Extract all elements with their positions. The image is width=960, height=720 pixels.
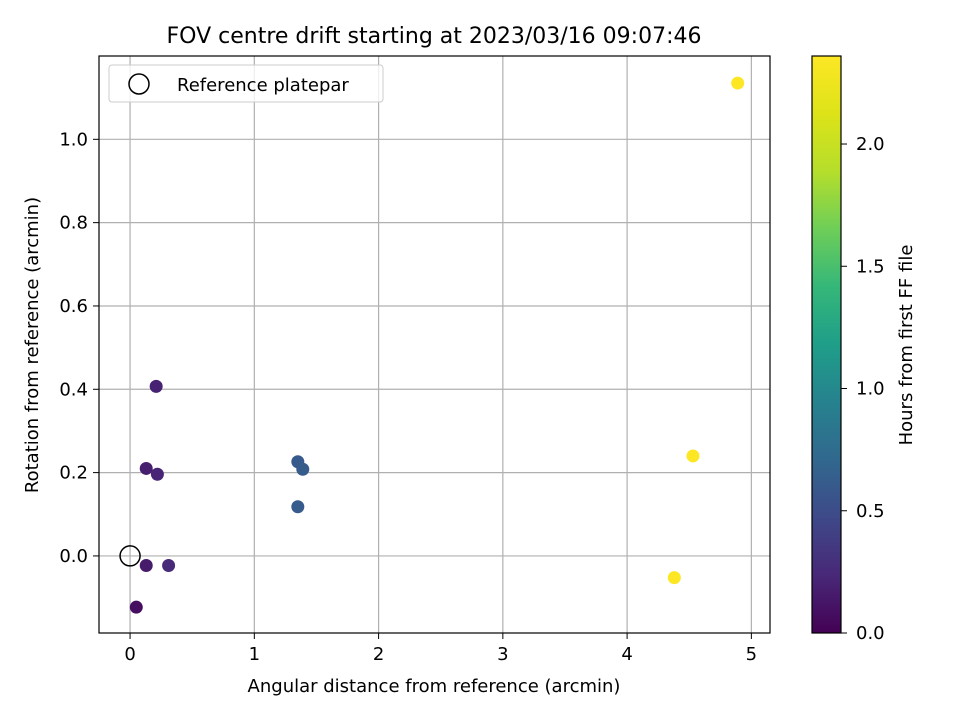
data-point xyxy=(296,462,310,476)
x-axis-ticks: 0 1 2 3 4 5 xyxy=(124,633,757,665)
data-point xyxy=(162,559,176,573)
data-point xyxy=(150,467,164,481)
data-point xyxy=(129,600,143,614)
legend-box xyxy=(108,64,384,103)
data-points xyxy=(119,76,745,614)
x-tick-label: 5 xyxy=(746,644,757,665)
colorbar-tick-label: 2.0 xyxy=(856,134,885,155)
y-tick-label: 0.2 xyxy=(59,463,88,484)
colorbar-tick-label: 0.0 xyxy=(856,623,885,644)
y-tick-label: 1.0 xyxy=(59,129,88,150)
colorbar-tick-label: 1.5 xyxy=(856,256,885,277)
x-tick-label: 1 xyxy=(249,644,260,665)
x-tick-label: 4 xyxy=(621,644,632,665)
reference-point xyxy=(119,545,141,567)
data-point xyxy=(139,461,153,475)
data-point xyxy=(686,449,700,463)
colorbar-label: Hours from first FF file xyxy=(896,245,917,446)
y-axis-ticks: 0.0 0.2 0.4 0.6 0.8 1.0 xyxy=(59,129,99,567)
colorbar: 0.0 0.5 1.0 1.5 2.0 Hours from first FF file xyxy=(811,55,917,644)
x-tick-label: 2 xyxy=(373,644,384,665)
y-tick-label: 0.0 xyxy=(59,546,88,567)
colorbar-tick-label: 0.5 xyxy=(856,501,885,522)
grid xyxy=(99,56,770,633)
colorbar-frame xyxy=(811,55,842,634)
plot-area: 0 1 2 3 4 5 0.0 0.2 0.4 0.6 0.8 1.0 xyxy=(59,55,771,665)
legend: Reference platepar xyxy=(108,64,384,103)
colorbar-gradient xyxy=(812,56,841,633)
y-tick-label: 0.6 xyxy=(59,296,88,317)
data-point xyxy=(291,500,305,514)
data-point xyxy=(149,379,163,393)
plot-frame xyxy=(98,55,771,634)
y-tick-label: 0.4 xyxy=(59,379,88,400)
x-tick-label: 3 xyxy=(497,644,508,665)
x-axis-label: Angular distance from reference (arcmin) xyxy=(248,676,621,697)
x-tick-label: 0 xyxy=(124,644,135,665)
legend-marker-reference xyxy=(128,73,150,95)
data-point xyxy=(731,76,745,90)
legend-label-reference: Reference platepar xyxy=(177,75,349,96)
data-point xyxy=(667,571,681,585)
y-axis-label: Rotation from reference (arcmin) xyxy=(22,197,43,493)
y-tick-label: 0.8 xyxy=(59,213,88,234)
data-point xyxy=(139,559,153,573)
colorbar-ticks: 0.0 0.5 1.0 1.5 2.0 xyxy=(841,134,885,644)
colorbar-tick-label: 1.0 xyxy=(856,379,885,400)
chart-title: FOV centre drift starting at 2023/03/16 … xyxy=(167,24,702,49)
